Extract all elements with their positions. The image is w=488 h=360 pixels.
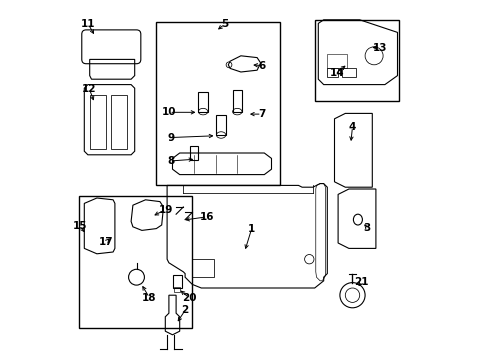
Bar xyxy=(326,68,337,77)
Text: 18: 18 xyxy=(142,293,156,303)
Text: 17: 17 xyxy=(99,237,113,247)
Text: 8: 8 xyxy=(167,156,174,166)
Bar xyxy=(190,146,198,160)
Bar xyxy=(89,95,106,149)
Bar xyxy=(314,20,399,101)
Text: 15: 15 xyxy=(73,221,87,231)
Bar xyxy=(326,54,346,68)
Text: 16: 16 xyxy=(200,212,214,222)
Text: 5: 5 xyxy=(221,19,228,29)
Text: 11: 11 xyxy=(81,19,95,29)
Bar xyxy=(216,115,225,135)
Bar xyxy=(232,90,242,112)
Text: 20: 20 xyxy=(182,293,196,303)
Text: 7: 7 xyxy=(258,109,265,119)
Text: 3: 3 xyxy=(363,222,370,233)
Text: 6: 6 xyxy=(258,60,265,71)
Text: 9: 9 xyxy=(167,132,174,143)
Text: 4: 4 xyxy=(348,122,355,132)
Text: 10: 10 xyxy=(162,107,176,117)
Bar xyxy=(192,259,213,277)
Bar xyxy=(198,92,207,112)
Text: 19: 19 xyxy=(158,204,172,215)
Bar xyxy=(79,196,192,328)
Text: 1: 1 xyxy=(247,224,255,234)
Bar xyxy=(174,287,179,292)
Bar xyxy=(156,22,280,185)
Text: 12: 12 xyxy=(82,84,97,94)
Text: 21: 21 xyxy=(354,276,368,287)
Text: 2: 2 xyxy=(181,305,188,315)
Bar xyxy=(341,68,355,77)
Bar xyxy=(111,95,127,149)
Bar xyxy=(172,275,181,288)
Text: 13: 13 xyxy=(372,42,386,53)
Text: 14: 14 xyxy=(329,68,344,78)
